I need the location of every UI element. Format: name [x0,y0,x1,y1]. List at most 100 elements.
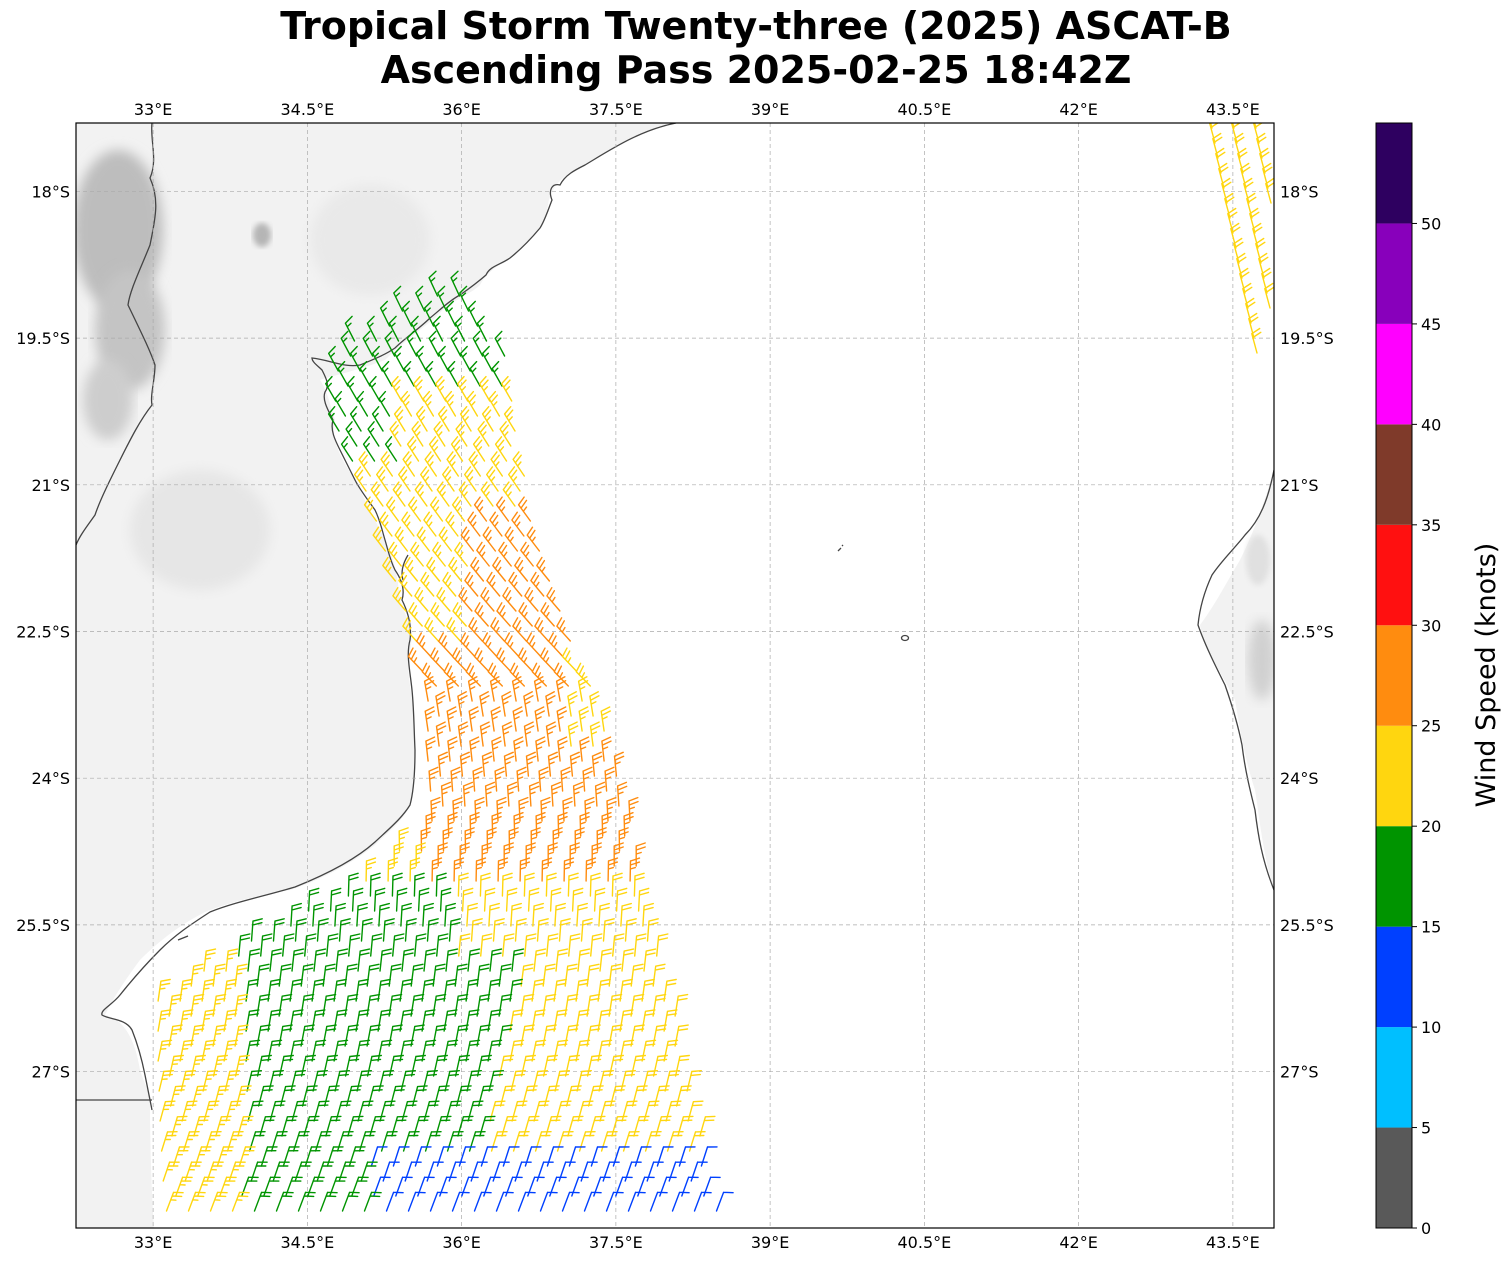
wind-barb-532 [344,1024,359,1047]
wind-barb-243 [503,751,515,777]
wind-barb-65 [459,406,472,432]
wind-barb-shape-696 [182,1131,200,1152]
wind-barb-407 [634,933,647,957]
wind-barb-678 [347,1115,364,1137]
wind-barb-101 [392,481,406,507]
wind-barb-701 [292,1131,310,1152]
wind-barb-shape-753 [338,1161,356,1182]
wind-barb-653 [335,1100,352,1122]
wind-barb-165 [518,602,533,627]
wind-barb-shape-823 [1253,123,1257,129]
wind-barb-467 [487,978,501,1002]
wind-barb-123 [394,526,409,552]
wind-barb-253 [516,766,527,792]
wind-barb-160 [408,602,423,627]
wind-barb-563 [487,1039,503,1062]
wind-barb-15 [432,315,444,342]
wind-barb-shape-344 [461,887,474,912]
wind-barb-shape-149 [486,571,501,597]
wind-barb-shape-309 [635,842,646,867]
wind-barb-756 [404,1161,422,1182]
wind-barb-shape-165 [518,602,533,627]
wind-barb-shape-181 [548,632,563,657]
wind-barb-shape-667 [643,1100,660,1122]
wind-barb-644 [675,1085,692,1107]
wind-barb-20 [384,330,396,357]
wind-barb-shape-751 [294,1161,312,1182]
wind-barb-shape-340 [373,887,386,912]
wind-barb-426 [577,948,591,972]
wind-barb-475 [663,978,677,1002]
wind-barb-shape-487 [410,993,425,1017]
wind-barb-shape-630 [367,1085,384,1107]
wind-barb-124 [416,526,431,552]
wind-barb-shape-233 [469,736,480,762]
wind-barb-617 [620,1070,636,1092]
wind-barb-shape-568 [597,1039,613,1062]
wind-barb-shape-572 [168,1054,184,1077]
wind-barb-shape-735 [502,1146,520,1167]
wind-barb-798 [231,1191,250,1212]
wind-barb-299 [415,842,426,867]
wind-barb-1 [450,270,461,297]
wind-barb-610 [466,1070,482,1092]
wind-barb-shape-445 [520,963,534,987]
wind-barb-shape-677 [325,1115,342,1137]
wind-barb-840 [1246,192,1257,219]
wind-barb-642 [631,1085,648,1107]
wind-barb-221 [578,706,589,732]
wind-barb-648 [225,1100,242,1122]
wind-barb-shape-323 [347,872,359,897]
wind-barb-13 [388,315,400,342]
wind-barb-shape-130 [388,541,402,567]
wind-barb-shape-736 [524,1146,542,1167]
wind-barb-671 [193,1115,210,1137]
wind-barb-shape-3 [415,285,426,312]
wind-barb-shape-635 [477,1085,494,1107]
wind-barb-159 [546,587,561,612]
wind-barb-shape-250 [450,766,461,792]
wind-barb-shape-853 [1245,297,1256,324]
wind-barb-831 [1237,147,1248,174]
wind-barb-550 [201,1039,217,1062]
wind-barb-shape-426 [577,948,591,972]
colorbar-bin-1 [1376,1027,1412,1128]
wind-barb-470 [553,978,567,1002]
wind-barb-shape-60 [349,406,362,432]
wind-barb-shape-771 [197,1176,215,1197]
wind-barb-shape-726 [304,1146,322,1167]
colorbar-bin-10 [1376,123,1412,224]
wind-barb-shape-54 [400,390,413,417]
lon-tick-top-0: 33°E [134,100,172,119]
wind-barb-shape-752 [316,1161,334,1182]
wind-barb-shape-837 [1243,177,1254,204]
wind-barb-shape-9 [445,300,457,327]
wind-barb-297 [618,827,629,852]
wind-barb-shape-484 [344,993,359,1017]
wind-barb-279 [469,812,480,837]
wind-barb-446 [542,963,556,987]
wind-barb-14 [410,315,422,342]
wind-barb-276 [628,796,639,822]
wind-barb-shape-11 [344,315,356,342]
wind-barb-shape-817 [649,1191,668,1212]
wind-barb-139 [426,556,441,582]
wind-barb-694 [699,1115,716,1137]
wind-barb-shape-552 [245,1039,261,1062]
wind-barb-286 [623,812,634,837]
wind-barb-shape-578 [300,1054,316,1077]
wind-barb-110 [429,496,444,522]
wind-barb-shape-442 [454,963,468,987]
wind-barb-424 [533,948,547,972]
wind-barb-412 [269,948,283,972]
wind-barb-shape-217 [490,706,501,732]
wind-barb-shape-261 [506,781,518,807]
wind-barb-shape-749 [250,1161,268,1182]
wind-barb-shape-244 [525,751,537,777]
wind-barb-364 [532,902,544,927]
wind-barb-615 [576,1070,592,1092]
wind-barb-150 [508,571,523,597]
wind-barb-shape-339 [351,887,364,912]
wind-barb-363 [510,902,522,927]
wind-barb-829 [1256,132,1267,159]
